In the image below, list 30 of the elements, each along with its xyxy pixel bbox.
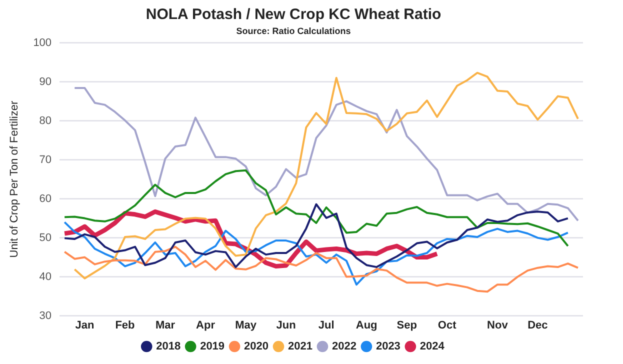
x-tick-label: Jul bbox=[318, 319, 334, 332]
legend-label: 2020 bbox=[244, 340, 269, 353]
y-tick-label: 30 bbox=[39, 310, 52, 322]
y-tick-label: 70 bbox=[39, 154, 52, 166]
x-tick-label: Dec bbox=[528, 319, 548, 332]
x-tick-label: May bbox=[235, 319, 258, 332]
y-axis-title: Unit of Crop Per Ton of Fertilizer bbox=[8, 100, 21, 258]
legend-label: 2023 bbox=[376, 340, 400, 353]
x-tick-label: Aug bbox=[356, 319, 378, 332]
x-tick-label: Nov bbox=[487, 319, 509, 332]
y-tick-label: 100 bbox=[33, 36, 52, 49]
legend-label: 2019 bbox=[200, 340, 225, 353]
y-tick-label: 80 bbox=[39, 114, 52, 127]
x-tick-label: Oct bbox=[438, 319, 457, 332]
chart-title: NOLA Potash / New Crop KC Wheat Ratio bbox=[146, 6, 442, 24]
y-tick-label: 50 bbox=[39, 232, 52, 244]
y-tick-label: 90 bbox=[39, 76, 52, 88]
x-tick-label: Feb bbox=[115, 319, 136, 332]
x-tick-label: Jan bbox=[75, 319, 94, 332]
x-tick-label: Apr bbox=[196, 319, 216, 332]
x-tick-label: Jun bbox=[276, 319, 296, 332]
x-tick-label: Sep bbox=[396, 319, 418, 332]
legend-label: 2024 bbox=[420, 340, 446, 353]
x-tick-label: Mar bbox=[155, 319, 176, 332]
legend-label: 2018 bbox=[156, 340, 181, 353]
y-tick-label: 60 bbox=[39, 192, 52, 205]
y-tick-label: 40 bbox=[39, 270, 52, 283]
chart-subtitle: Source: Ratio Calculations bbox=[236, 26, 351, 36]
legend-label: 2021 bbox=[288, 340, 312, 353]
legend-label: 2022 bbox=[332, 340, 356, 353]
